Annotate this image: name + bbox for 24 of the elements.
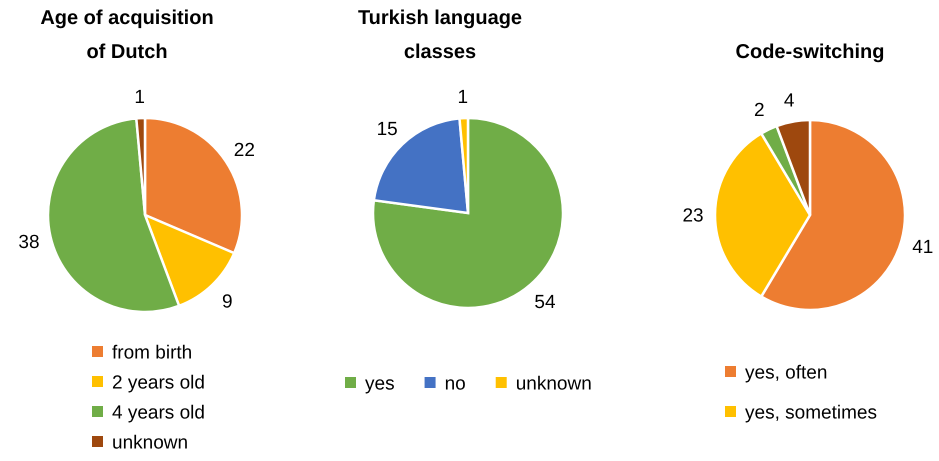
legend-label: yes, sometimes (745, 402, 877, 424)
data-label: 2 (754, 100, 765, 122)
legend-label: yes, often (745, 362, 828, 384)
chart-title: Age of acquisition of Dutch (40, 7, 214, 63)
data-label: 15 (376, 119, 398, 140)
chart-title: Code-switching (736, 41, 884, 63)
data-label: 1 (457, 86, 468, 108)
data-label: 9 (222, 292, 233, 313)
data-label: 41 (912, 236, 934, 258)
data-label: 38 (18, 232, 40, 254)
data-label: 23 (682, 206, 704, 227)
data-label: 54 (534, 292, 556, 313)
legend-label: 2 years old (112, 372, 205, 394)
legend-label: yes (365, 374, 395, 395)
legend-label: no (444, 374, 466, 395)
legend-label: 4 years old (112, 402, 205, 424)
legend-label: from birth (112, 342, 192, 364)
legend-label: unknown (516, 374, 592, 395)
pie-slice (372, 116, 564, 310)
data-label: 22 (234, 140, 255, 162)
chart-title: Turkish language classes (358, 7, 522, 63)
legend-label: unknown (112, 432, 188, 454)
data-label: 1 (134, 86, 145, 108)
data-label: 4 (784, 90, 795, 112)
